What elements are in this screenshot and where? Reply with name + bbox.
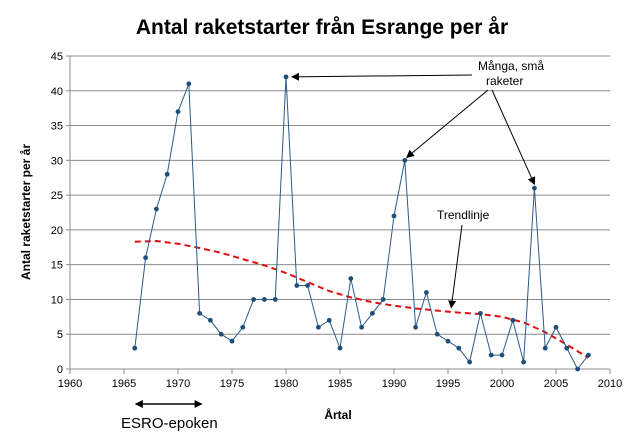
trendline: [134, 240, 589, 359]
data-point: [413, 324, 418, 330]
data-point: [240, 324, 246, 330]
data-point: [326, 317, 332, 323]
axes: [66, 55, 611, 374]
y-tick-label: 45: [51, 51, 63, 63]
x-tick-label: 1975: [220, 378, 244, 390]
x-axis-title: Årtal: [324, 407, 351, 422]
y-tick-label: 0: [57, 364, 63, 376]
y-tick-label: 40: [51, 86, 63, 98]
x-tick-label: 1995: [436, 378, 460, 390]
data-point: [348, 276, 354, 281]
x-tick-label: 2000: [490, 378, 514, 390]
arrow-to-peak-1991: [406, 89, 489, 158]
data-point: [542, 345, 548, 351]
y-axis-title: Antal raketstarter per år: [19, 144, 33, 280]
data-point: [272, 297, 278, 302]
data-point: [154, 206, 159, 212]
data-point: [251, 297, 256, 302]
x-tick-label: 1965: [112, 378, 136, 390]
y-tick-label: 5: [57, 329, 63, 341]
y-tick-label: 20: [51, 225, 63, 237]
data-point: [305, 283, 310, 288]
data-point: [164, 171, 170, 177]
y-tick-label: 15: [51, 260, 63, 272]
x-tick-label: 2010: [598, 378, 622, 390]
data-point: [359, 324, 364, 330]
data-point: [186, 81, 192, 87]
x-tick-labels: 1960 1965 1970 1975 1980 1985 1990 1995 2000 2005…: [58, 378, 622, 390]
data-point: [510, 317, 516, 323]
data-point: [294, 283, 300, 288]
data-point: [478, 310, 483, 316]
data-point: [391, 213, 397, 219]
trendline-path: [134, 240, 589, 359]
annotation-esro: ESRO-epoken: [121, 415, 218, 432]
arrow-to-trendline: [448, 224, 463, 309]
annotations: [134, 72, 536, 408]
annotation-many-small-line1: Många, små: [478, 59, 544, 73]
data-point: [445, 338, 451, 344]
annotation-many-small-line2: raketer: [486, 74, 523, 88]
y-tick-label: 25: [51, 190, 63, 202]
data-point: [553, 324, 559, 330]
data-point: [467, 359, 472, 365]
data-point: [424, 290, 429, 295]
data-point: [283, 74, 289, 80]
data-point: [132, 345, 138, 351]
y-tick-label: 30: [51, 155, 63, 167]
data-point: [218, 331, 224, 337]
data-point: [532, 185, 537, 191]
x-tick-label: 1990: [382, 378, 406, 390]
data-point: [521, 359, 526, 365]
data-point: [175, 109, 181, 115]
x-tick-label: 1985: [328, 378, 352, 390]
x-tick-label: 2005: [544, 378, 568, 390]
data-series: [132, 74, 591, 372]
data-point: [380, 297, 386, 302]
y-tick-label: 10: [51, 294, 63, 306]
data-point: [197, 310, 203, 316]
data-point: [575, 366, 580, 372]
grid: [70, 55, 610, 335]
x-tick-label: 1980: [274, 378, 298, 390]
data-point: [499, 352, 505, 358]
data-point: [143, 255, 149, 261]
data-point: [229, 338, 235, 344]
data-point: [456, 345, 462, 351]
data-point: [262, 297, 267, 302]
data-point: [488, 352, 494, 358]
x-tick-label: 1970: [166, 378, 190, 390]
y-tick-label: 35: [51, 121, 63, 133]
x-tick-label: 1960: [58, 378, 82, 390]
arrow-to-peak-1980: [291, 72, 473, 81]
data-point: [564, 345, 570, 351]
arrow-to-peak-2003: [491, 89, 536, 186]
data-point: [316, 324, 321, 330]
data-point: [586, 352, 591, 358]
data-point: [370, 310, 375, 316]
annotation-trendline: Trendlinje: [437, 208, 490, 222]
data-point: [337, 345, 343, 351]
data-point: [208, 317, 213, 323]
chart-title: Antal raketstarter från Esrange per år: [136, 16, 508, 39]
data-point: [402, 157, 408, 163]
y-tick-labels: 0 5 10 15 20 25 30 35 40 45: [51, 51, 63, 376]
data-point: [434, 331, 440, 337]
